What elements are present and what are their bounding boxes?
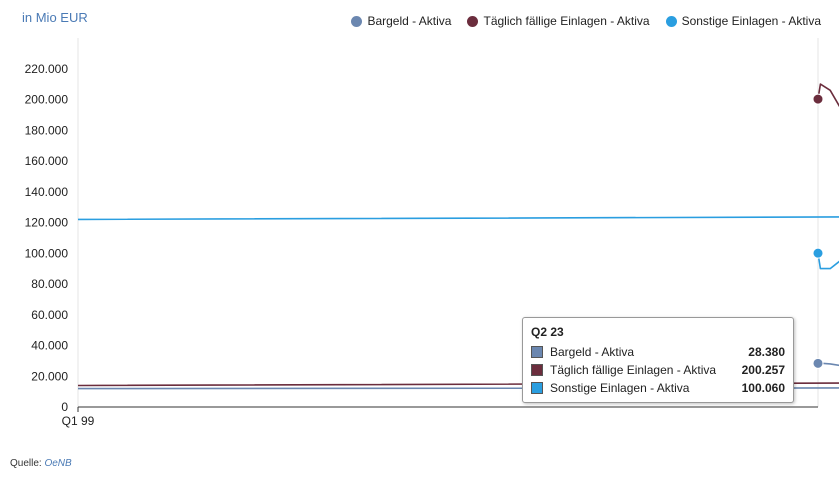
legend-marker	[351, 15, 363, 27]
legend: Bargeld - Aktiva Täglich fällige Einlage…	[351, 14, 821, 28]
legend-item-taeglich-faellige-einlagen[interactable]: Täglich fällige Einlagen - Aktiva	[467, 14, 650, 28]
tooltip-swatch	[531, 346, 543, 358]
legend-label: Täglich fällige Einlagen - Aktiva	[483, 14, 650, 28]
series-end-point	[812, 247, 824, 259]
y-tick-label: 220.000	[25, 62, 69, 76]
y-tick-label: 200.000	[25, 93, 69, 107]
y-tick-label: 120.000	[25, 216, 69, 230]
legend-marker	[665, 15, 677, 27]
tooltip-row: Täglich fällige Einlagen - Aktiva 200.25…	[523, 361, 793, 379]
tooltip-swatch	[531, 382, 543, 394]
legend-item-bargeld[interactable]: Bargeld - Aktiva	[351, 14, 451, 28]
tooltip-row: Bargeld - Aktiva 28.380	[523, 343, 793, 361]
y-tick-label: 160.000	[25, 154, 69, 168]
x-axis-ticks: Q1 99Q1 04Q1 09Q1 14Q1 19	[62, 407, 95, 428]
y-tick-label: 40.000	[31, 339, 68, 353]
unit-label: in Mio EUR	[22, 10, 88, 25]
tooltip-row: Sonstige Einlagen - Aktiva 100.060	[523, 379, 793, 397]
y-tick-label: 100.000	[25, 246, 69, 260]
tooltip-row-value: 200.257	[741, 363, 785, 377]
source-value: OeNB	[44, 458, 72, 469]
tooltip: Q2 23 Bargeld - Aktiva 28.380 Täglich fä…	[522, 317, 794, 403]
y-tick-label: 140.000	[25, 185, 69, 199]
series-end-point	[812, 357, 824, 369]
source-label: Quelle:	[10, 458, 42, 469]
series-line-2	[77, 216, 839, 270]
tooltip-swatch	[531, 364, 543, 376]
tooltip-row-label: Täglich fällige Einlagen - Aktiva	[550, 363, 717, 377]
tooltip-title: Q2 23	[531, 325, 564, 339]
tooltip-row-value: 100.060	[741, 381, 785, 395]
source-note: Quelle: OeNB	[10, 458, 72, 469]
y-tick-label: 80.000	[31, 277, 68, 291]
y-axis-ticks: 0 20.000 40.000 60.000 80.000 100.000 120.000 1…	[25, 62, 69, 414]
x-tick-label: Q1 99	[62, 414, 95, 428]
tooltip-row-label: Sonstige Einlagen - Aktiva	[550, 381, 690, 395]
y-tick-label: 180.000	[25, 123, 69, 137]
y-tick-label: 60.000	[31, 308, 68, 322]
y-tick-label: 20.000	[31, 369, 68, 383]
y-tick-label: 0	[61, 400, 68, 414]
legend-marker	[467, 15, 479, 27]
legend-item-sonstige-einlagen[interactable]: Sonstige Einlagen - Aktiva	[665, 14, 821, 28]
legend-label: Sonstige Einlagen - Aktiva	[681, 14, 821, 28]
legend-label: Bargeld - Aktiva	[367, 14, 452, 28]
series-end-markers	[812, 93, 824, 369]
series-end-point	[812, 93, 824, 105]
tooltip-row-value: 28.380	[748, 345, 785, 359]
tooltip-row-label: Bargeld - Aktiva	[550, 345, 635, 359]
